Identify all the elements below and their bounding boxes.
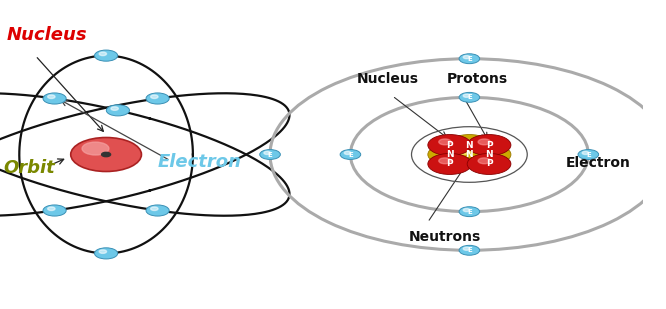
Text: E: E [467, 56, 472, 62]
Circle shape [459, 54, 480, 64]
Circle shape [578, 150, 599, 159]
Circle shape [467, 154, 511, 175]
Circle shape [99, 52, 107, 56]
Circle shape [663, 151, 666, 154]
Text: Protons: Protons [447, 72, 508, 87]
Text: N: N [486, 150, 493, 159]
Circle shape [478, 139, 490, 145]
Text: Orbit: Orbit [3, 159, 55, 177]
Circle shape [467, 134, 511, 155]
Circle shape [463, 247, 470, 250]
Circle shape [459, 92, 480, 102]
Circle shape [428, 134, 472, 155]
Circle shape [151, 95, 158, 99]
Circle shape [439, 139, 451, 145]
Text: N: N [466, 150, 473, 159]
Text: E: E [467, 209, 472, 215]
Circle shape [264, 151, 270, 154]
Text: Nucleus: Nucleus [357, 72, 419, 87]
Circle shape [459, 207, 480, 217]
Circle shape [659, 150, 666, 159]
Circle shape [439, 158, 451, 164]
Circle shape [458, 139, 471, 145]
Circle shape [102, 152, 111, 157]
Text: E: E [586, 151, 591, 158]
Circle shape [146, 205, 169, 216]
Text: E: E [268, 151, 272, 158]
Circle shape [582, 151, 589, 154]
Text: P: P [446, 141, 453, 150]
Circle shape [478, 148, 490, 154]
Circle shape [439, 148, 451, 154]
Circle shape [43, 205, 66, 216]
Circle shape [478, 158, 490, 164]
Text: E: E [467, 247, 472, 253]
Circle shape [428, 144, 472, 165]
Circle shape [71, 138, 141, 171]
Circle shape [340, 150, 361, 159]
Circle shape [463, 94, 470, 97]
Circle shape [458, 148, 471, 154]
Text: N: N [446, 150, 454, 159]
Text: Electron: Electron [158, 153, 242, 171]
Circle shape [459, 245, 480, 255]
Circle shape [107, 105, 129, 116]
Circle shape [151, 207, 158, 210]
Circle shape [344, 151, 351, 154]
Circle shape [260, 150, 280, 159]
Circle shape [448, 144, 492, 165]
Circle shape [146, 93, 169, 104]
Circle shape [95, 50, 118, 61]
Text: Nucleus: Nucleus [7, 26, 87, 44]
Circle shape [48, 207, 55, 210]
Text: Electron: Electron [566, 156, 631, 170]
Circle shape [95, 248, 118, 259]
Circle shape [111, 107, 119, 110]
Text: P: P [446, 159, 453, 168]
Circle shape [463, 209, 470, 212]
Circle shape [43, 93, 66, 104]
Text: P: P [486, 141, 492, 150]
Text: E: E [348, 151, 353, 158]
Text: P: P [486, 159, 492, 168]
Circle shape [448, 134, 492, 155]
Circle shape [428, 154, 472, 175]
Circle shape [48, 95, 55, 99]
Circle shape [99, 250, 107, 253]
Circle shape [467, 144, 511, 165]
Text: Neutrons: Neutrons [408, 230, 481, 244]
Circle shape [82, 142, 109, 155]
Circle shape [463, 56, 470, 59]
Text: E: E [467, 94, 472, 100]
Text: N: N [466, 141, 473, 150]
